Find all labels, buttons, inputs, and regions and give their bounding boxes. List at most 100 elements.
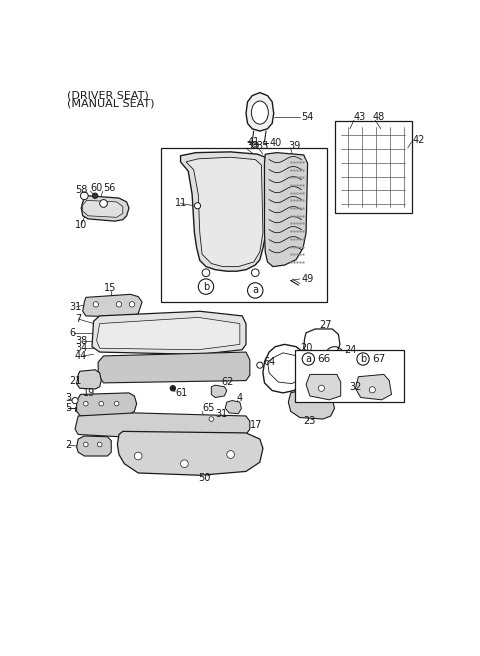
Text: a: a [305,354,312,364]
Circle shape [198,279,214,295]
Text: 65: 65 [202,403,215,413]
Polygon shape [211,385,227,398]
Polygon shape [335,121,411,213]
Polygon shape [264,153,308,266]
Text: 23: 23 [304,417,316,426]
Text: 6: 6 [69,328,75,338]
Text: 32: 32 [349,382,361,392]
Text: 10: 10 [75,220,87,230]
Circle shape [81,192,88,199]
Text: 27: 27 [319,320,332,330]
Circle shape [227,451,234,459]
Circle shape [209,417,214,421]
Circle shape [252,269,259,277]
Text: b: b [360,354,366,364]
Circle shape [84,401,88,406]
Circle shape [97,442,102,447]
Text: 40: 40 [269,138,281,148]
Text: 2: 2 [65,440,72,450]
Polygon shape [96,318,240,350]
Text: 15: 15 [104,283,116,293]
Circle shape [114,401,119,406]
Text: (MANUAL SEAT): (MANUAL SEAT) [67,99,155,109]
Text: 3: 3 [65,393,71,403]
Text: a: a [252,285,258,295]
Text: 41: 41 [248,137,260,147]
Text: 35: 35 [256,140,268,151]
Circle shape [357,353,369,365]
Polygon shape [77,436,111,456]
Circle shape [170,386,176,391]
Text: 58: 58 [75,186,87,195]
Polygon shape [186,157,263,266]
Text: 7: 7 [75,314,81,324]
Text: 54: 54 [301,112,314,122]
Text: 4: 4 [237,393,243,403]
Polygon shape [306,375,341,400]
Circle shape [92,193,98,199]
Text: 48: 48 [373,112,385,122]
Polygon shape [75,413,250,438]
Text: b: b [203,281,209,292]
Polygon shape [180,152,267,271]
Circle shape [100,199,108,207]
Text: 44: 44 [75,351,87,361]
Polygon shape [225,401,241,414]
Polygon shape [77,393,137,416]
Text: 34: 34 [75,343,87,353]
Polygon shape [267,155,306,265]
Polygon shape [98,352,250,383]
Text: 24: 24 [345,345,357,355]
Polygon shape [83,200,123,217]
Circle shape [202,269,210,277]
Text: 19: 19 [83,388,95,398]
Text: 56: 56 [103,183,115,193]
Text: 20: 20 [300,343,312,353]
Circle shape [318,385,324,392]
Text: 64: 64 [263,357,275,367]
Circle shape [84,442,88,447]
Text: 67: 67 [372,354,385,364]
Polygon shape [77,370,101,389]
Circle shape [341,383,348,390]
Circle shape [93,302,98,307]
Circle shape [369,387,375,393]
Circle shape [116,302,121,307]
Circle shape [194,203,201,209]
Polygon shape [288,390,335,419]
Ellipse shape [252,101,268,124]
Text: 42: 42 [412,135,425,146]
Text: 62: 62 [221,377,234,387]
Text: 39: 39 [288,140,300,151]
Polygon shape [118,432,263,475]
Circle shape [99,401,104,406]
Text: 61: 61 [175,388,187,398]
Polygon shape [246,92,274,131]
Circle shape [254,144,257,146]
Circle shape [180,460,188,468]
Text: 66: 66 [318,354,331,364]
Text: 60: 60 [90,183,103,193]
Text: 17: 17 [250,420,262,430]
Circle shape [134,452,142,460]
Polygon shape [92,311,246,354]
Polygon shape [81,195,129,221]
Polygon shape [83,295,142,318]
Circle shape [129,302,135,307]
Text: 5: 5 [65,403,72,413]
Polygon shape [295,350,404,402]
Text: (DRIVER SEAT): (DRIVER SEAT) [67,91,149,100]
Text: 49: 49 [301,274,314,284]
Text: 50: 50 [198,472,211,483]
Text: 33: 33 [246,140,258,151]
Circle shape [252,142,258,148]
Polygon shape [355,375,392,400]
Circle shape [257,362,263,368]
Text: 11: 11 [175,199,187,209]
Text: 21: 21 [69,375,81,386]
Circle shape [302,353,314,365]
Circle shape [72,398,78,403]
Text: 38: 38 [75,335,87,346]
Text: 31: 31 [215,409,228,419]
Text: 43: 43 [354,112,366,122]
